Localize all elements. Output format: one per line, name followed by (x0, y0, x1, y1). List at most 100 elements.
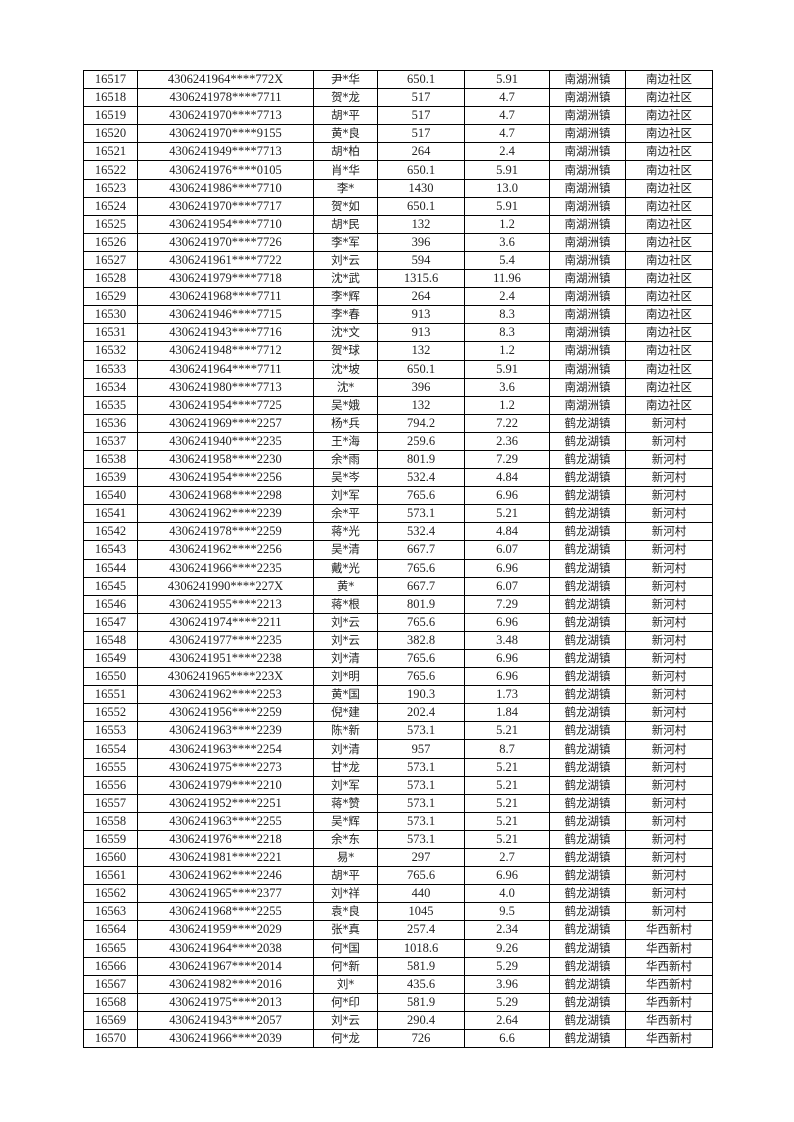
cell-amount: 1045 (377, 902, 465, 922)
cell-town: 南湖洲镇 (549, 178, 626, 198)
cell-area: 2.4 (464, 142, 550, 162)
table-row: 16530 4306241946****7715 李*春 913 8.3 南湖洲镇 南边社区 (83, 305, 713, 325)
cell-village: 南边社区 (625, 178, 713, 198)
cell-id-number: 4306241949****7713 (137, 142, 314, 162)
table-row: 16518 4306241978****7711 贺*龙 517 4.7 南湖洲镇 南边社区 (83, 88, 713, 108)
cell-town: 鹤龙湖镇 (549, 775, 626, 795)
cell-village: 南边社区 (625, 69, 713, 90)
cell-town: 南湖洲镇 (549, 106, 626, 126)
cell-row-number: 16550 (83, 667, 138, 687)
table-body: 16517 4306241964****772X 尹*华 650.1 5.91 南湖洲镇南… (83, 69, 713, 1049)
cell-row-number: 16568 (83, 992, 138, 1012)
cell-town: 鹤龙湖镇 (549, 902, 626, 922)
cell-area: 7.29 (464, 594, 550, 614)
cell-village: 华西新村 (625, 992, 713, 1012)
cell-amount: 667.7 (377, 576, 465, 596)
cell-town: 南湖洲镇 (549, 395, 626, 415)
cell-town: 鹤龙湖镇 (549, 721, 626, 741)
cell-area: 8.3 (464, 305, 550, 325)
cell-row-number: 16523 (83, 178, 138, 198)
cell-amount: 765.6 (377, 866, 465, 886)
cell-person-name: 肖*华 (313, 160, 378, 180)
cell-person-name: 何*新 (313, 956, 378, 976)
cell-town: 南湖洲镇 (549, 305, 626, 325)
cell-area: 7.22 (464, 413, 550, 433)
cell-id-number: 4306241986****7710 (137, 178, 314, 198)
cell-village: 新河村 (625, 902, 713, 922)
table-row: 16531 4306241943****7716 沈*文 913 8.3 南湖洲镇 南边社区 (83, 323, 713, 343)
cell-person-name: 贺*如 (313, 196, 378, 216)
table-row: 16566 4306241967****2014 何*新 581.9 5.29 鹤龙湖镇华… (83, 956, 713, 976)
cell-town: 鹤龙湖镇 (549, 848, 626, 868)
cell-row-number: 16527 (83, 250, 138, 271)
cell-id-number: 4306241990****227X (137, 576, 314, 596)
cell-row-number: 16539 (83, 468, 138, 488)
cell-id-number: 4306241946****7715 (137, 305, 314, 325)
cell-town: 鹤龙湖镇 (549, 558, 626, 578)
cell-area: 2.34 (464, 920, 550, 940)
cell-town: 南湖洲镇 (549, 142, 626, 162)
cell-amount: 573.1 (377, 793, 465, 813)
cell-row-number: 16522 (83, 160, 138, 180)
cell-area: 11.96 (464, 269, 550, 289)
cell-row-number: 16519 (83, 106, 138, 126)
cell-id-number: 4306241968****7711 (137, 287, 314, 307)
cell-person-name: 戴*光 (313, 558, 378, 578)
cell-amount: 726 (377, 1028, 465, 1049)
cell-amount: 1018.6 (377, 938, 465, 958)
cell-row-number: 16555 (83, 757, 138, 777)
cell-village: 华西新村 (625, 938, 713, 958)
cell-town: 南湖洲镇 (549, 377, 626, 397)
cell-village: 南边社区 (625, 359, 713, 379)
table-row: 16533 4306241964****7711 沈*坡 650.1 5.91 南湖洲镇南… (83, 359, 713, 379)
cell-area: 5.91 (464, 69, 550, 90)
cell-person-name: 李*春 (313, 305, 378, 325)
cell-row-number: 16554 (83, 739, 138, 759)
cell-id-number: 4306241964****772X (137, 69, 314, 90)
table-row: 16561 4306241962****2246 胡*平 765.6 6.96 鹤龙湖镇新… (83, 866, 713, 886)
cell-village: 华西新村 (625, 1028, 713, 1049)
cell-amount: 650.1 (377, 196, 465, 216)
table-row: 16519 4306241970****7713 胡*平 517 4.7 南湖洲镇 南边社区 (83, 106, 713, 126)
cell-id-number: 4306241952****2251 (137, 793, 314, 813)
cell-town: 南湖洲镇 (549, 88, 626, 108)
table-row: 16540 4306241968****2298 刘*军 765.6 6.96 鹤龙湖镇新… (83, 486, 713, 506)
cell-amount: 517 (377, 124, 465, 144)
cell-amount: 801.9 (377, 449, 465, 470)
cell-person-name: 张*真 (313, 920, 378, 940)
cell-person-name: 沈*文 (313, 323, 378, 343)
table-row: 16532 4306241948****7712 贺*球 132 1.2 南湖洲镇 南边社区 (83, 341, 713, 361)
cell-person-name: 尹*华 (313, 69, 378, 90)
cell-amount: 382.8 (377, 630, 465, 651)
cell-id-number: 4306241975****2273 (137, 757, 314, 777)
cell-id-number: 4306241940****2235 (137, 431, 314, 451)
cell-amount: 765.6 (377, 558, 465, 578)
table-row: 16567 4306241982****2016 刘* 435.6 3.96 鹤龙湖镇 华西… (83, 974, 713, 994)
cell-person-name: 李*军 (313, 232, 378, 252)
table-row: 16553 4306241963****2239 陈*新 573.1 5.21 鹤龙湖镇新… (83, 721, 713, 741)
cell-row-number: 16537 (83, 431, 138, 451)
cell-id-number: 4306241962****2246 (137, 866, 314, 886)
table-row: 16564 4306241959****2029 张*真 257.4 2.34 鹤龙湖镇华… (83, 920, 713, 940)
cell-amount: 517 (377, 106, 465, 126)
table-row: 16563 4306241968****2255 袁*良 1045 9.5 鹤龙湖镇 新河村 (83, 902, 713, 922)
cell-row-number: 16536 (83, 413, 138, 433)
cell-area: 4.84 (464, 468, 550, 488)
cell-village: 南边社区 (625, 232, 713, 252)
cell-amount: 573.1 (377, 775, 465, 795)
cell-area: 6.96 (464, 866, 550, 886)
cell-town: 鹤龙湖镇 (549, 884, 626, 904)
cell-row-number: 16551 (83, 685, 138, 705)
table-row: 16562 4306241965****2377 刘*祥 440 4.0 鹤龙湖镇 新河村 (83, 884, 713, 904)
table-row: 16552 4306241956****2259 倪*建 202.4 1.84 鹤龙湖镇新… (83, 703, 713, 723)
cell-village: 新河村 (625, 576, 713, 596)
table-row: 16548 4306241977****2235 刘*云 382.8 3.48 鹤龙湖镇新… (83, 630, 713, 651)
cell-town: 南湖洲镇 (549, 341, 626, 361)
table-row: 16517 4306241964****772X 尹*华 650.1 5.91 南湖洲镇南… (83, 69, 713, 90)
cell-town: 南湖洲镇 (549, 287, 626, 307)
cell-id-number: 4306241968****2255 (137, 902, 314, 922)
cell-village: 新河村 (625, 793, 713, 813)
table-row: 16522 4306241976****0105 肖*华 650.1 5.91 南湖洲镇南… (83, 160, 713, 180)
cell-id-number: 4306241979****7718 (137, 269, 314, 289)
cell-amount: 801.9 (377, 594, 465, 614)
